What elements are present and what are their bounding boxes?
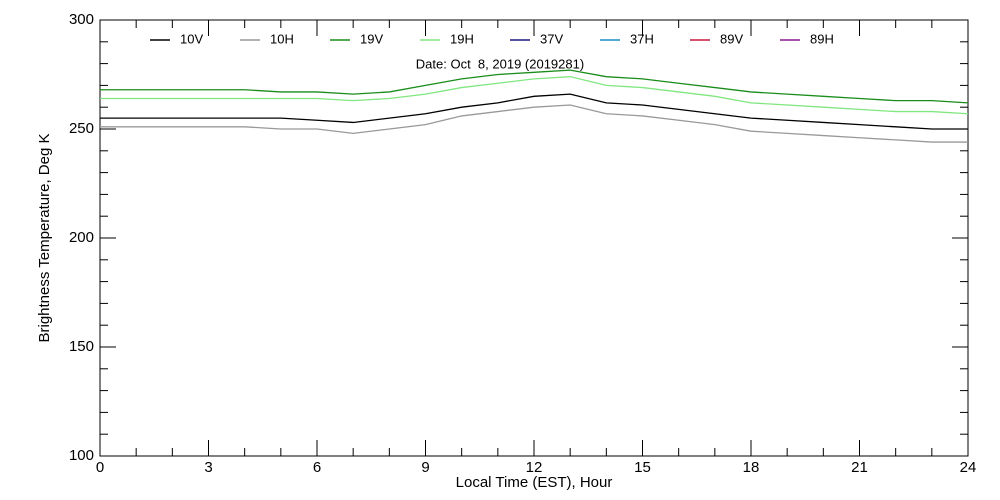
x-tick-label: 0	[96, 459, 104, 476]
series-line	[100, 104, 968, 143]
x-tick-label: 3	[204, 459, 212, 476]
y-tick-label: 100	[69, 447, 94, 464]
series-line	[100, 69, 969, 104]
legend-label: 37V	[540, 31, 563, 46]
x-tick-label: 24	[960, 459, 977, 476]
legend-label: 37H	[630, 31, 654, 46]
legend-label: 10V	[180, 31, 203, 46]
x-tick-label: 21	[851, 459, 868, 476]
x-tick-label: 6	[313, 459, 321, 476]
x-tick-label: 15	[634, 459, 651, 476]
legend-label: 89H	[810, 31, 834, 46]
legend-label: 89V	[720, 31, 743, 46]
y-tick-label: 300	[69, 11, 94, 28]
plot-frame	[99, 19, 969, 457]
x-tick-label: 12	[526, 459, 543, 476]
x-tick-label: 18	[743, 459, 760, 476]
legend-label: 19H	[450, 31, 474, 46]
annotation: Date: Oct 8, 2019 (2019281)	[416, 56, 584, 71]
series-line	[100, 93, 968, 130]
y-axis-label: Brightness Temperature, Deg K	[36, 134, 53, 343]
y-tick-label: 200	[69, 229, 94, 246]
legend-label: 19V	[360, 31, 383, 46]
y-tick-label: 250	[69, 120, 94, 137]
x-axis-label: Local Time (EST), Hour	[456, 474, 613, 491]
y-tick-label: 150	[69, 338, 94, 355]
series-line	[100, 76, 969, 115]
x-tick-label: 9	[421, 459, 429, 476]
legend-label: 10H	[270, 31, 294, 46]
